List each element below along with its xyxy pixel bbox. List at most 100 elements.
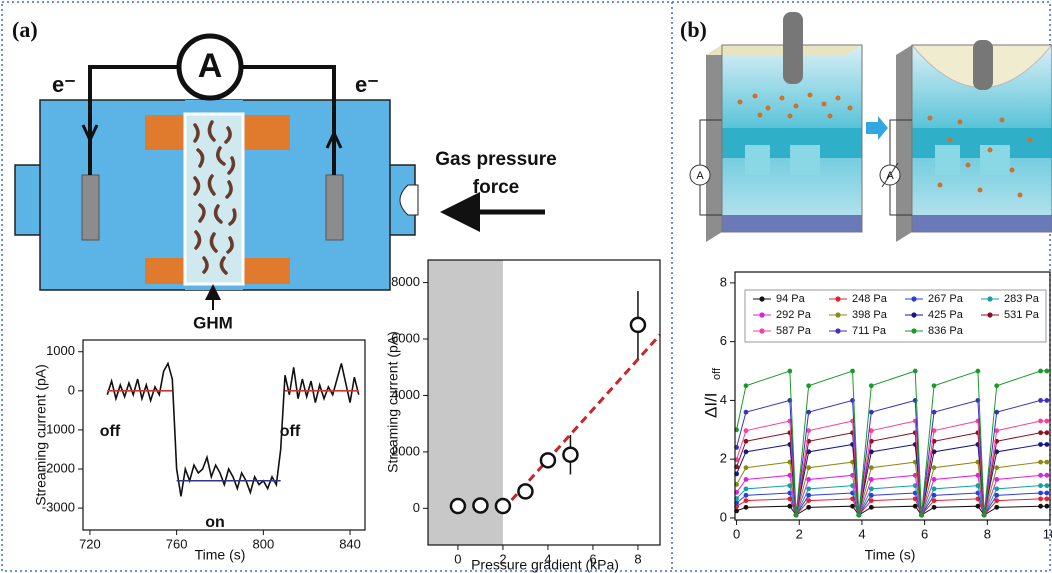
data-point <box>1044 496 1049 501</box>
legend-label: 531 Pa <box>1004 309 1040 321</box>
data-point <box>932 477 937 482</box>
data-point <box>744 439 749 444</box>
figure: (a) (b) A e⁻ e⁻ Gas pressure force GHM <box>0 0 1052 573</box>
data-point <box>982 513 987 518</box>
electron-label: e⁻ <box>52 72 76 97</box>
legend-marker <box>835 328 840 333</box>
data-point <box>806 410 811 415</box>
data-point <box>744 410 749 415</box>
legend-marker <box>911 328 916 333</box>
data-point <box>1044 442 1049 447</box>
data-point <box>787 369 792 374</box>
data-point <box>932 383 937 388</box>
force-label: Gas pressure <box>435 149 556 170</box>
data-point <box>869 493 874 498</box>
legend-label: 292 Pa <box>776 309 812 321</box>
x-tick-label: 6 <box>921 526 928 541</box>
x-tick-label: 800 <box>252 536 274 551</box>
legend-marker <box>835 296 840 301</box>
data-point <box>1038 496 1043 501</box>
data-point <box>932 493 937 498</box>
data-point <box>1044 473 1049 478</box>
data-point <box>1038 369 1043 374</box>
plot: 720760800840-3000-2000-100001000Time (s)… <box>33 340 365 563</box>
legend-label: 587 Pa <box>776 325 812 337</box>
y-tick-label: 8 <box>720 274 727 289</box>
x-tick-label: 720 <box>79 536 101 551</box>
x-tick-label: 8 <box>634 551 641 566</box>
x-tick-label: 2 <box>796 526 803 541</box>
plot: 024681002468Time (s)ΔI/Ioff94 Pa248 Pa26… <box>701 272 1052 563</box>
legend-marker <box>759 328 764 333</box>
data-point <box>744 465 749 470</box>
legend-label: 267 Pa <box>928 293 964 305</box>
data-point <box>744 505 749 510</box>
legend-marker <box>987 312 992 317</box>
data-point <box>932 410 937 415</box>
data-point <box>932 505 937 510</box>
y-tick-label: 1000 <box>46 343 75 358</box>
panel-label: (b) <box>680 17 707 42</box>
data-point <box>994 477 999 482</box>
data-point <box>869 477 874 482</box>
data-point <box>919 513 924 518</box>
data-point <box>1044 504 1049 509</box>
data-point <box>473 498 487 512</box>
data-point <box>806 498 811 503</box>
series-line <box>107 363 358 496</box>
data-point <box>1044 491 1049 496</box>
data-point <box>1038 473 1043 478</box>
legend-label: 711 Pa <box>852 325 887 337</box>
x-tick-label: 4 <box>858 526 865 541</box>
annotation: off <box>280 423 301 440</box>
x-axis-label: Time (s) <box>865 547 916 563</box>
data-point <box>1038 398 1043 403</box>
data-point <box>744 449 749 454</box>
data-point <box>496 499 510 513</box>
data-point <box>913 369 918 374</box>
data-point <box>806 505 811 510</box>
data-point <box>994 493 999 498</box>
shaded-region <box>428 260 503 545</box>
series-line <box>737 444 1047 515</box>
y-tick-label: 2 <box>720 451 727 466</box>
data-point <box>794 513 799 518</box>
data-point <box>994 383 999 388</box>
data-point <box>806 477 811 482</box>
y-tick-label: 0 <box>720 509 727 524</box>
legend-label: 248 Pa <box>852 293 888 305</box>
y-tick-label: 4 <box>720 392 727 407</box>
data-point <box>806 493 811 498</box>
data-point <box>994 486 999 491</box>
data-point <box>869 486 874 491</box>
data-point <box>563 448 577 462</box>
x-tick-label: 8 <box>984 526 991 541</box>
y-axis-label: Streaming current (pA) <box>33 364 49 506</box>
legend-marker <box>759 296 764 301</box>
data-point <box>869 465 874 470</box>
data-point <box>869 498 874 503</box>
x-tick-label: 10 <box>1043 526 1052 541</box>
data-point <box>932 498 937 503</box>
data-point <box>631 318 645 332</box>
y-axis-label: Streaming current (pA) <box>385 331 401 473</box>
data-point <box>744 498 749 503</box>
data-point <box>932 465 937 470</box>
plot-frame <box>83 340 365 530</box>
legend-marker <box>987 296 992 301</box>
y-tick-label: 0 <box>68 382 75 397</box>
data-point <box>994 410 999 415</box>
data-point <box>869 505 874 510</box>
x-tick-label: 760 <box>166 536 188 551</box>
meter-label: A <box>886 170 894 182</box>
membrane-label: GHM <box>193 313 233 332</box>
data-point <box>850 369 855 374</box>
data-point <box>744 383 749 388</box>
series-line <box>737 493 1047 515</box>
data-point <box>806 465 811 470</box>
y-tick-label: 0 <box>413 500 420 515</box>
panel-label: (a) <box>12 17 38 42</box>
data-point <box>976 369 981 374</box>
x-axis-label: Time (s) <box>195 547 246 563</box>
plot: 0246802000400060008000Pressure gradient … <box>385 260 660 573</box>
